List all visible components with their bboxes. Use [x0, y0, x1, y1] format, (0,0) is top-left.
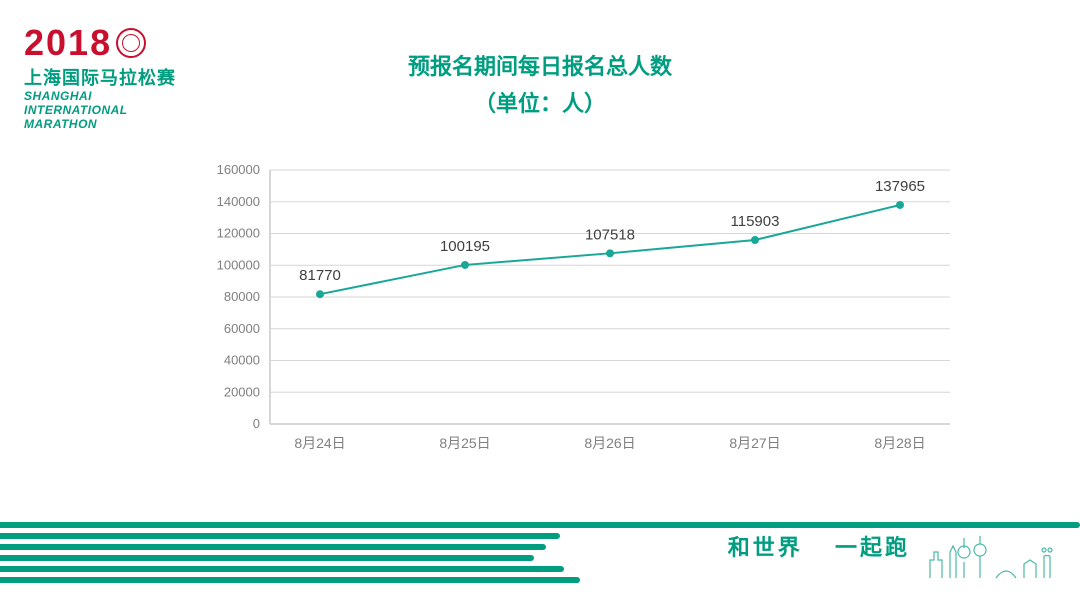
chart-subtitle: （单位：人）	[0, 85, 1080, 122]
svg-text:20000: 20000	[224, 384, 260, 399]
svg-text:107518: 107518	[585, 226, 635, 243]
stripe	[0, 544, 546, 550]
svg-text:115903: 115903	[731, 213, 780, 230]
slogan-part-1: 和世界	[728, 535, 803, 560]
chart-svg: 0 20000 40000 60000 80000 100000 120000 140000 1…	[200, 160, 960, 460]
stripe	[0, 533, 560, 539]
svg-text:137965: 137965	[875, 178, 925, 195]
svg-text:8月25日: 8月25日	[439, 435, 490, 451]
title-block: 预报名期间每日报名总人数 （单位：人）	[0, 48, 1080, 123]
page: 2018 上海国际马拉松赛 SHANGHAI INTERNATIONAL MAR…	[0, 0, 1080, 608]
data-labels: 81770 100195 107518 115903 137965	[299, 178, 925, 284]
x-axis-labels: 8月24日 8月25日 8月26日 8月27日 8月28日	[294, 435, 925, 451]
chart-gridlines	[270, 170, 950, 424]
svg-text:8月28日: 8月28日	[874, 435, 925, 451]
svg-text:40000: 40000	[224, 353, 260, 368]
svg-text:81770: 81770	[299, 267, 341, 284]
stripe	[0, 522, 1080, 528]
y-axis-labels: 0 20000 40000 60000 80000 100000 120000 140000 1…	[217, 162, 260, 431]
stripe	[0, 555, 534, 561]
svg-text:60000: 60000	[224, 321, 260, 336]
footer-slogan: 和世界 一起跑	[714, 530, 924, 562]
svg-text:0: 0	[253, 416, 260, 431]
svg-text:140000: 140000	[217, 194, 260, 209]
line-chart: 0 20000 40000 60000 80000 100000 120000 140000 1…	[200, 160, 960, 460]
slogan-part-2: 一起跑	[835, 535, 910, 560]
svg-text:100195: 100195	[440, 238, 490, 255]
svg-text:80000: 80000	[224, 289, 260, 304]
skyline-icon	[926, 530, 1066, 580]
stripe	[0, 577, 580, 583]
svg-text:100000: 100000	[217, 257, 260, 272]
svg-text:8月24日: 8月24日	[294, 435, 345, 451]
chart-title: 预报名期间每日报名总人数	[0, 48, 1080, 85]
svg-text:8月27日: 8月27日	[729, 435, 780, 451]
stripe	[0, 566, 564, 572]
svg-text:160000: 160000	[217, 162, 260, 177]
data-points	[316, 201, 904, 298]
svg-text:8月26日: 8月26日	[584, 435, 635, 451]
svg-text:120000: 120000	[217, 226, 260, 241]
